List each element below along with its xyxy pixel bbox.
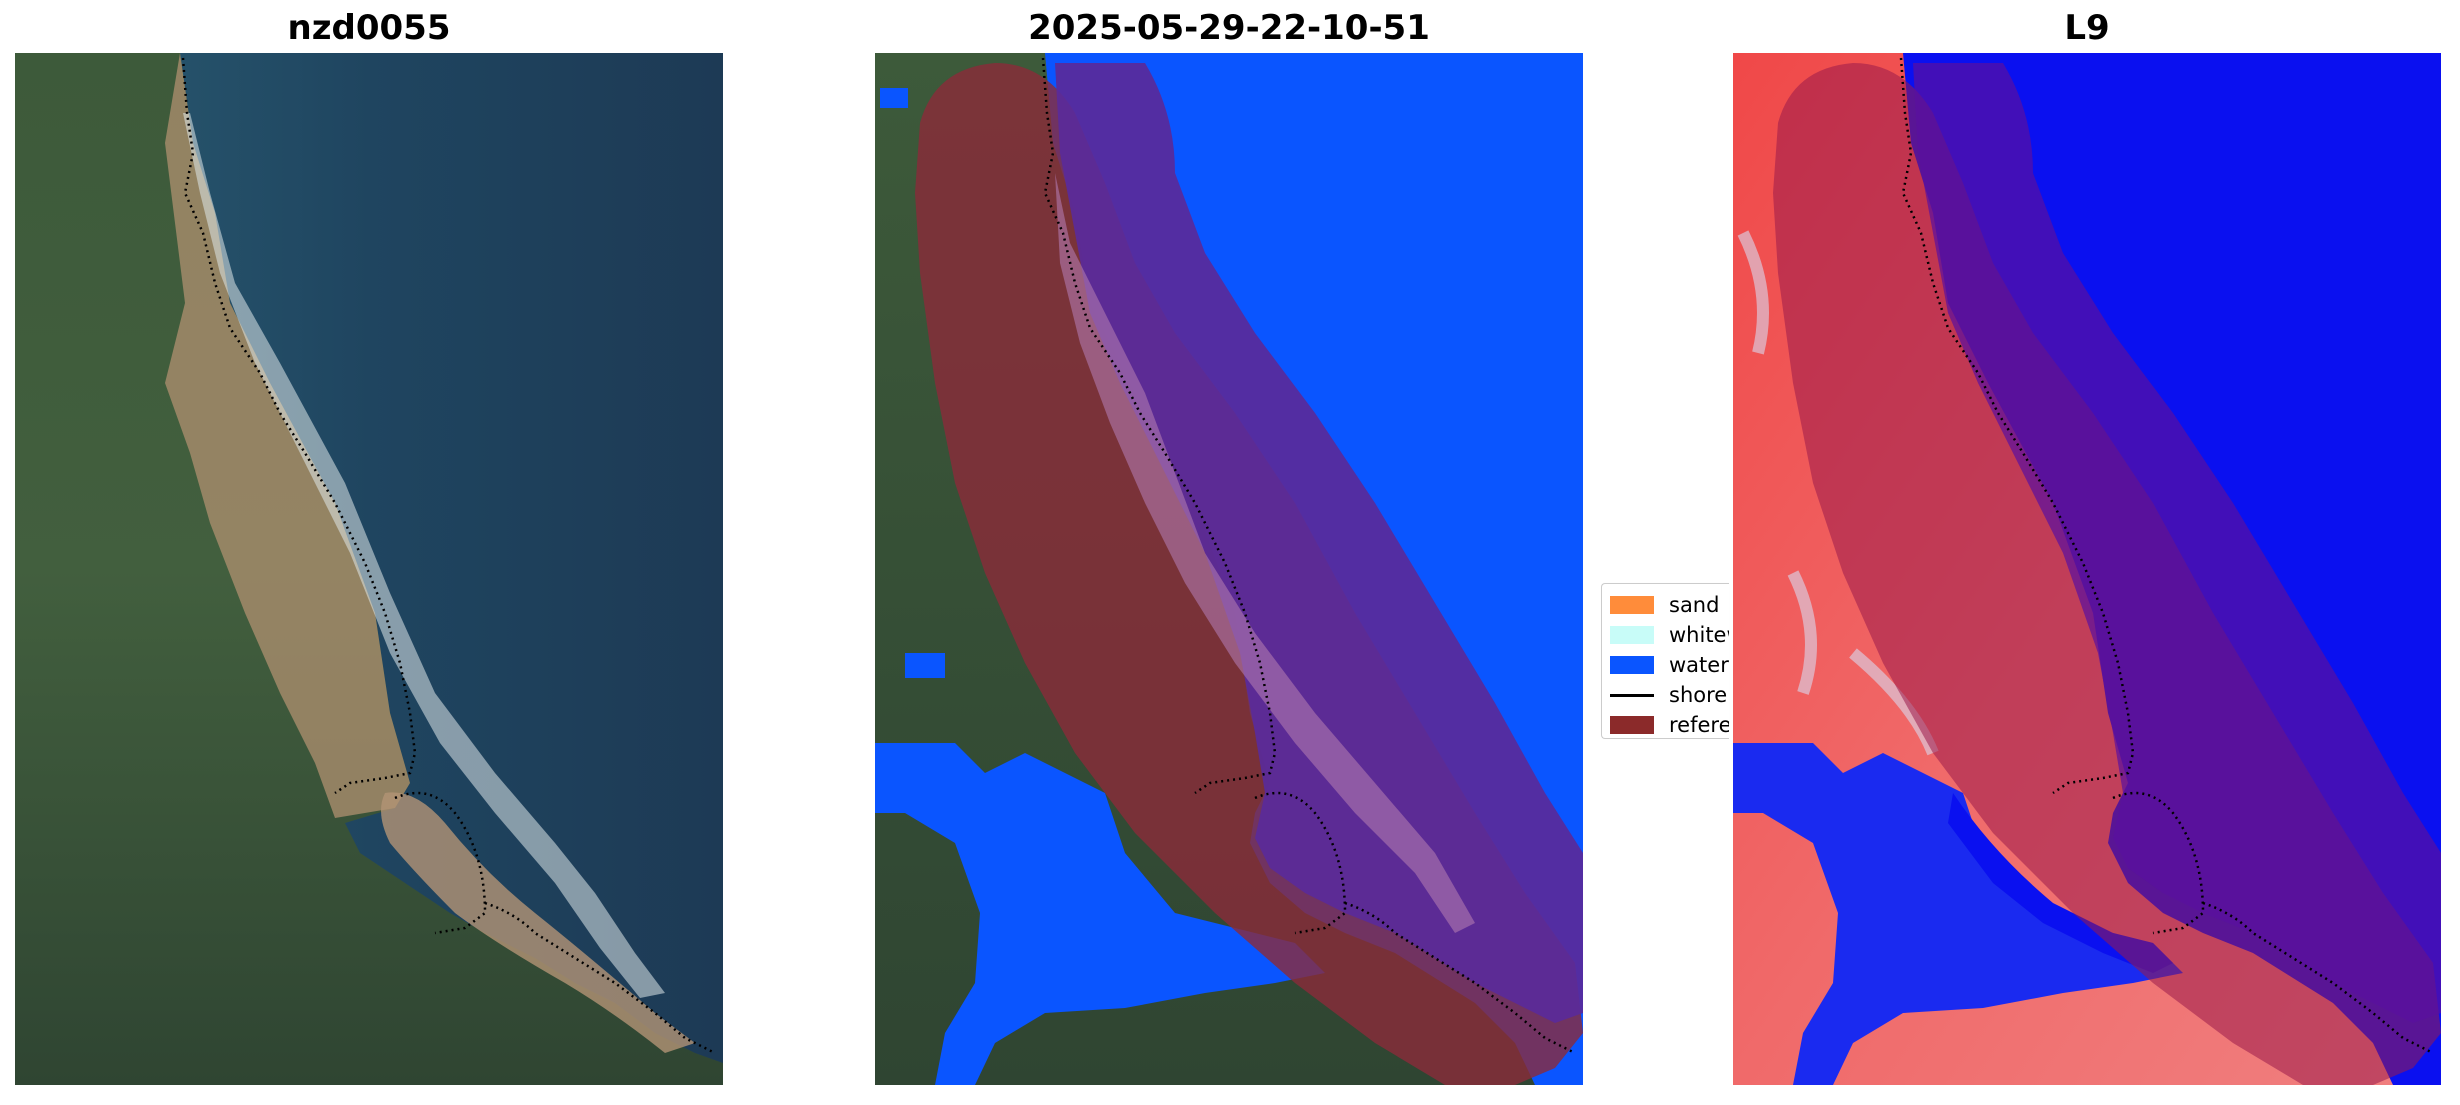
index-map-svg <box>1733 53 2441 1085</box>
legend-item-shoreline: shorel <box>1610 680 1729 710</box>
sea-buffer-overlap <box>1055 63 1583 1023</box>
legend-label-sand: sand <box>1669 593 1720 617</box>
rgb-satellite-svg <box>15 53 723 1085</box>
legend-item-sand: sand <box>1610 590 1719 620</box>
index-shoreline <box>1899 57 2434 1055</box>
panel-title-rgb: nzd0055 <box>287 8 451 48</box>
sand-beach <box>165 53 410 818</box>
legend-item-reference: referen <box>1610 710 1729 738</box>
water-class-speck-2 <box>905 653 945 678</box>
classified-shoreline <box>1041 57 1576 1055</box>
index-map-image <box>1733 53 2441 1085</box>
index-sea-buffer <box>1913 63 2441 1023</box>
estuary-index-area <box>1733 743 2183 1085</box>
shoreline-trace <box>181 57 716 1055</box>
water-class-estuary <box>875 743 1325 1085</box>
shoreline-swatch <box>1610 693 1654 697</box>
legend-label-reference: referen <box>1669 713 1729 737</box>
classification-image <box>875 53 1583 1085</box>
panel-title-index: L9 <box>2064 8 2110 48</box>
whitewater-swatch <box>1610 626 1654 644</box>
sand-swatch <box>1610 596 1654 614</box>
legend-label-shoreline: shorel <box>1669 683 1729 707</box>
rgb-satellite-image <box>15 53 723 1085</box>
legend-item-water: water <box>1610 650 1729 680</box>
classification-svg <box>875 53 1583 1085</box>
estuary-sand <box>381 792 695 1053</box>
water-class-speck <box>880 88 908 108</box>
surf-pixels <box>1055 173 1475 933</box>
water-swatch <box>1610 656 1654 674</box>
legend-label-water: water <box>1669 653 1729 677</box>
reference-swatch <box>1610 716 1654 734</box>
panel-title-classification: 2025-05-29-22-10-51 <box>1028 8 1430 48</box>
